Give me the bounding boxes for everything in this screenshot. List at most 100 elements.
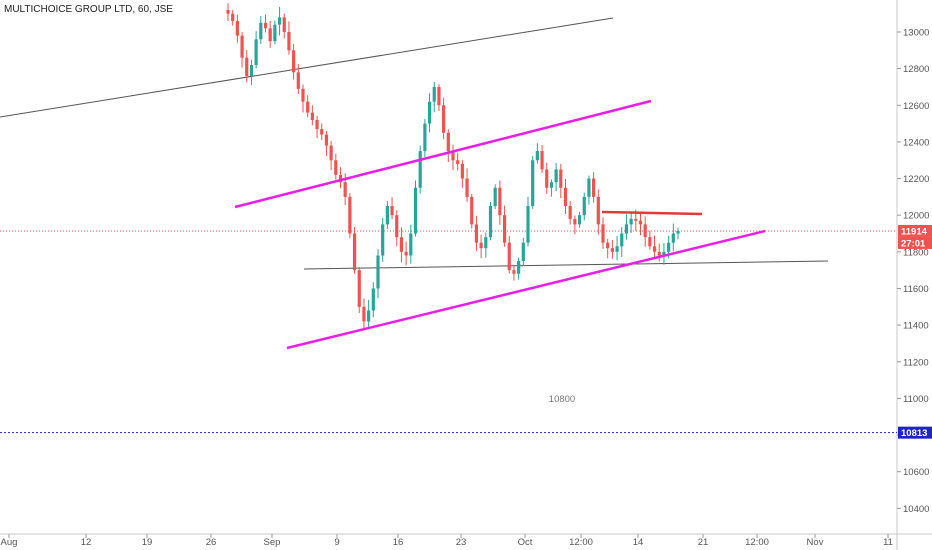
candle-body <box>254 39 258 65</box>
candle-body <box>437 86 441 106</box>
candle-body <box>235 21 239 36</box>
candle-body <box>423 123 427 152</box>
candle-body <box>451 151 455 161</box>
candle-body <box>488 206 493 238</box>
x-tick-label: Oct <box>518 537 533 548</box>
candle-body <box>568 206 572 219</box>
y-tick-label: 12200 <box>903 174 929 185</box>
candle-body <box>338 174 343 183</box>
candle-body <box>638 220 643 225</box>
x-tick-label: 12:00 <box>745 537 769 548</box>
last-price-tag-text: 11914 <box>901 226 928 237</box>
channel-lower-line <box>286 229 766 350</box>
candle-body <box>601 224 605 243</box>
x-tick-label: 11 <box>883 537 893 548</box>
candle-body <box>442 105 446 133</box>
y-tick-label: 10600 <box>903 467 929 478</box>
x-tick-label: 16 <box>393 537 404 548</box>
x-tick-label: Aug <box>1 537 18 548</box>
candle-body <box>634 218 638 221</box>
level-tag-box <box>898 426 932 439</box>
x-tick-label: 12:00 <box>569 537 593 548</box>
y-tick-label: 11000 <box>903 394 929 405</box>
candle-body <box>671 233 675 243</box>
candle-body <box>348 196 352 234</box>
x-tick-label: 21 <box>698 537 709 548</box>
candle-body <box>277 17 282 25</box>
candle-body <box>282 17 286 32</box>
x-tick-label: 26 <box>206 537 217 548</box>
candle-body <box>592 178 596 197</box>
candle-body <box>263 22 268 29</box>
candle-body <box>259 22 263 40</box>
candle-body <box>292 50 296 73</box>
x-tick-label: Sep <box>264 537 281 548</box>
candle-body <box>545 169 549 188</box>
candle-body <box>446 132 450 152</box>
candle-body <box>456 160 460 164</box>
candle-body <box>549 182 554 188</box>
candle-body <box>484 237 488 249</box>
candle-body <box>357 270 361 307</box>
y-tick-label: 11600 <box>903 284 929 295</box>
y-tick-label: 12000 <box>903 211 929 222</box>
annotation-label: 10800 <box>549 394 575 405</box>
candle-body <box>287 32 291 51</box>
candle-body <box>296 72 300 89</box>
candle-body <box>268 28 272 42</box>
x-tick-label: 12 <box>81 537 92 548</box>
chart-title: MULTICHOICE GROUP LTD, 60, JSE <box>4 4 173 15</box>
candle-body <box>460 163 464 179</box>
candle-body <box>320 129 324 135</box>
candle-body <box>648 237 652 247</box>
candle-body <box>376 255 380 289</box>
candle-body <box>521 242 525 261</box>
candle-body <box>479 242 483 249</box>
resistance-line <box>601 210 703 216</box>
candle-body <box>577 215 582 225</box>
support-trend-line <box>303 260 829 270</box>
candle-body <box>554 169 558 183</box>
candle-body <box>643 224 647 238</box>
candle-body <box>662 251 666 256</box>
candle-body <box>517 261 521 274</box>
y-tick-label: 11200 <box>903 357 929 368</box>
candle-body <box>512 270 516 274</box>
candle-body <box>381 224 385 256</box>
candle-body <box>432 86 436 102</box>
candle-body <box>493 187 497 207</box>
y-tick-label: 10400 <box>903 504 929 515</box>
candle-body <box>615 246 619 252</box>
candle-body <box>301 88 305 102</box>
candle-body <box>226 10 230 14</box>
candle-body <box>367 310 371 322</box>
x-tick-label: Nov <box>807 537 824 548</box>
candle-body <box>404 251 408 256</box>
candle-body <box>498 187 502 216</box>
candle-body <box>385 206 389 225</box>
candle-body <box>610 248 614 252</box>
y-tick-label: 11800 <box>903 247 929 258</box>
candle-body <box>652 246 657 252</box>
candle-body <box>587 178 591 197</box>
candle-body <box>315 119 319 130</box>
candle-body <box>559 169 563 188</box>
candle-body <box>535 151 539 161</box>
last-price-tag-box <box>898 224 932 237</box>
candle-body <box>507 242 511 271</box>
x-tick-label: 23 <box>456 537 467 548</box>
candle-body <box>273 24 277 42</box>
candle-body <box>418 151 422 188</box>
y-tick-label: 13000 <box>903 28 929 39</box>
candle-body <box>526 206 530 243</box>
channel-upper-line <box>234 99 652 209</box>
candle-body <box>306 101 310 113</box>
candle-body <box>563 187 568 207</box>
candle-body <box>413 187 418 234</box>
candle-body <box>427 101 432 124</box>
y-tick-label: 11400 <box>903 321 929 332</box>
candle-body <box>334 160 338 175</box>
candle-body <box>620 233 624 247</box>
